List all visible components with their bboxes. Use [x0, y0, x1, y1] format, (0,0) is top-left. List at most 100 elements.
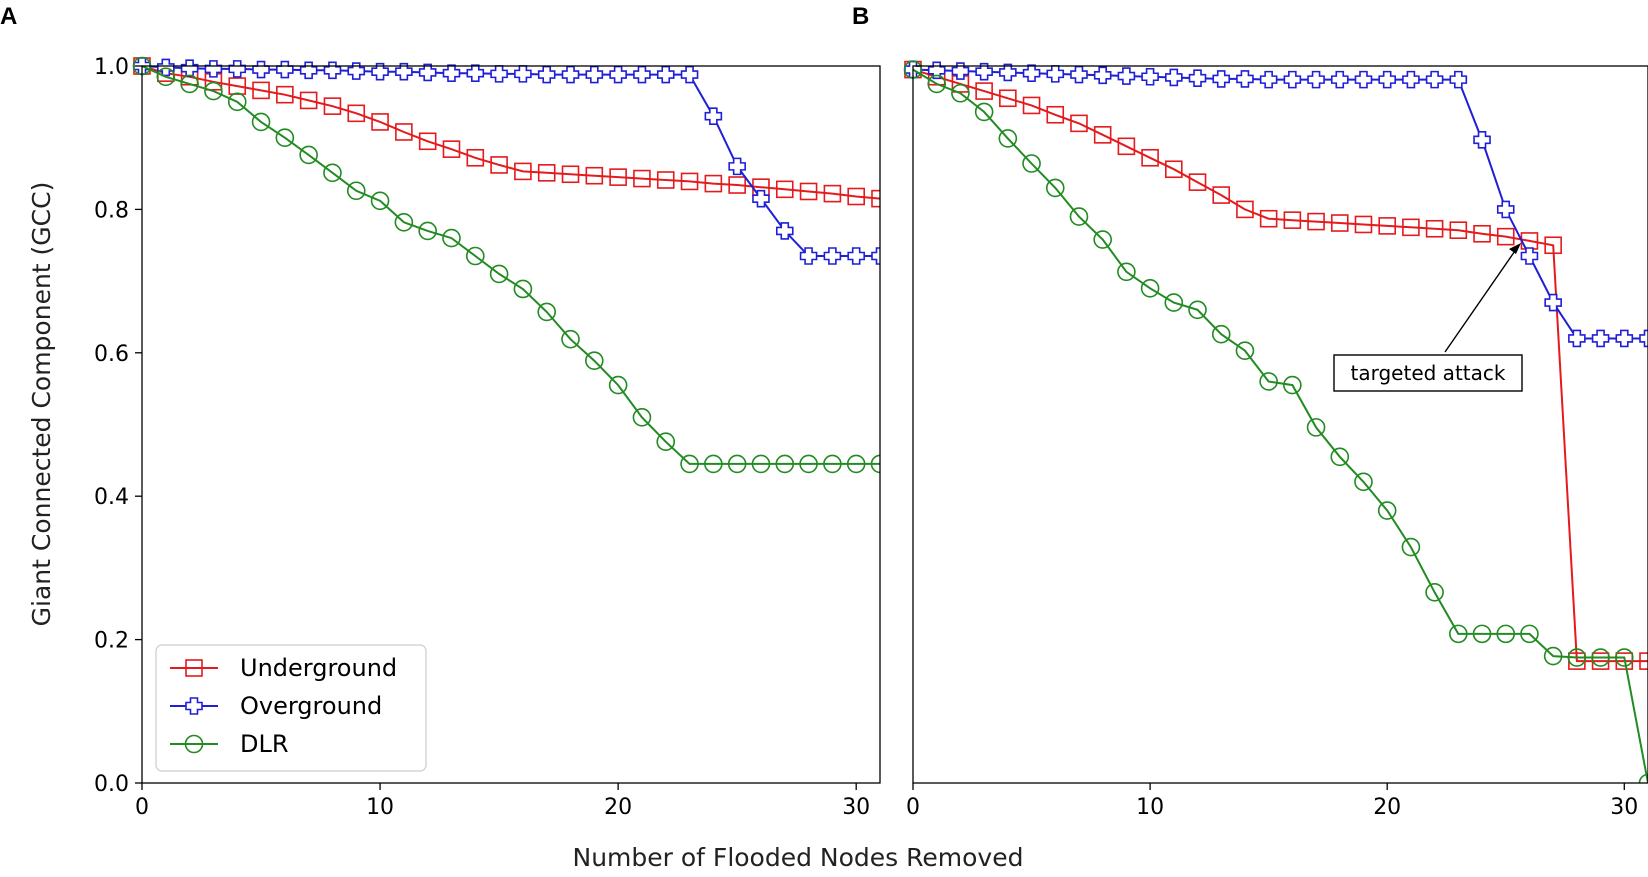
panel-b-overground-point — [1520, 247, 1539, 265]
panel-b-dlr-point — [1543, 646, 1563, 666]
panel-b-dlr-point — [1425, 582, 1444, 602]
panel-b-overground-point — [927, 61, 946, 80]
panel-b-series-group — [903, 60, 1648, 783]
panel-a-dlr-point — [227, 92, 247, 112]
panel-a-underground-point — [680, 172, 699, 191]
panel-a-dlr-point — [632, 408, 652, 427]
panel-b-underground-point — [1046, 105, 1065, 124]
panel-b-overground-point — [1496, 200, 1515, 219]
panel-a-dlr-point — [680, 454, 699, 474]
panel-a-x-tick-label: 10 — [366, 795, 394, 820]
panel-b-underground-point — [1283, 211, 1302, 229]
annotation-box — [1333, 354, 1523, 392]
panel-b-dlr-point — [1211, 324, 1231, 344]
panel-a-overground-point — [656, 65, 675, 84]
panel-b-dlr-point — [1140, 278, 1160, 298]
panel-b-underground-point — [1259, 209, 1278, 228]
panel-a-overground-point — [704, 107, 723, 125]
panel-b-dlr-point — [1069, 207, 1089, 226]
panel-a-dlr-point — [156, 67, 176, 87]
panel-b-dlr-point — [998, 129, 1018, 148]
panel-b-dlr-point — [1259, 372, 1278, 391]
panel-a-dlr-point — [823, 454, 842, 474]
panel-a-overground-point — [680, 65, 699, 84]
panel-a-dlr-point — [846, 454, 866, 474]
panel-a-dlr-point — [513, 279, 533, 299]
panel-b-underground-point — [1496, 227, 1515, 246]
panel-a-series-group — [132, 56, 880, 474]
panel-b-dlr-point — [1614, 648, 1634, 667]
panel-a-x-tick-label: 20 — [604, 795, 632, 820]
panel-a-underground-point — [585, 166, 604, 185]
panel-b-label: B — [852, 3, 869, 30]
panel-b-x-tick-label: 30 — [1610, 795, 1638, 820]
panel-b-underground-point — [1473, 224, 1491, 243]
panel-a-overground-point — [775, 222, 794, 240]
panel-a-dlr-point — [775, 454, 795, 474]
panel-a-label: A — [0, 3, 17, 30]
panel-b-x-tick-label: 10 — [1136, 795, 1164, 820]
panel-b-dlr-point — [1235, 341, 1255, 360]
panel-b-dlr-point — [927, 74, 947, 94]
panel-a-dlr-point — [180, 74, 199, 94]
panel-a-overground-point — [371, 62, 389, 81]
panel-b-dlr-point — [1401, 537, 1421, 557]
annotation-arrow-line — [1444, 247, 1518, 353]
panel-b-overground-point — [1188, 69, 1207, 87]
panel-a-underground-point — [442, 140, 461, 158]
panel-a-underground-point — [299, 91, 318, 110]
panel-b-frame — [912, 65, 1648, 784]
panel-a-dlr-point — [323, 163, 342, 183]
panel-a-overground-point — [823, 247, 842, 265]
y-axis-label: Giant Connected Component (GCC) — [27, 182, 56, 627]
panel-b-underground-point — [1402, 218, 1420, 237]
panel-a-dlr-point — [751, 454, 771, 474]
panel-a-dlr-point — [870, 454, 880, 474]
panel-b-underground-point — [1236, 200, 1254, 219]
panel-b-dlr-point — [1117, 262, 1136, 282]
panel-b-underground-point — [1378, 217, 1396, 235]
panel-a-overground-point — [728, 157, 746, 176]
panel-a-dlr-line — [141, 65, 880, 465]
panel-a-underground-point — [823, 184, 842, 203]
panel-b-dlr-point — [1022, 154, 1041, 173]
legend-label-overground: Overground — [240, 692, 382, 720]
x-axis-label: Number of Flooded Nodes Removed — [573, 843, 1024, 872]
panel-b-dlr-point — [1377, 501, 1397, 520]
panel-a-underground-point — [371, 113, 389, 131]
panel-b-overground-point — [1615, 329, 1634, 348]
panel-a-overground-point — [847, 247, 865, 265]
panel-b-underground-point — [1544, 236, 1562, 255]
panel-b-overground-point — [1236, 70, 1254, 88]
panel-b-overground-point — [1141, 67, 1159, 86]
panel-a-underground-point — [347, 104, 366, 123]
panel-b-overground-point — [1591, 329, 1610, 348]
panel-a-overground-point — [871, 247, 880, 265]
panel-a-dlr-point — [442, 228, 461, 248]
panel-b-dlr-point — [1567, 648, 1587, 667]
panel-a-y-tick-label: 1.0 — [94, 55, 129, 80]
panel-b-dlr-point — [1306, 418, 1326, 437]
panel-a-overground-point — [466, 64, 485, 82]
panel-b-overground-point — [1449, 70, 1468, 89]
panel-a-underground-point — [323, 97, 342, 115]
panel-b-underground-point — [999, 89, 1017, 108]
panel-a-underground-point — [847, 187, 865, 206]
panel-b-underground-point — [1022, 96, 1041, 115]
legend-marker-circle — [184, 734, 204, 754]
panel-b-underground-point — [1307, 212, 1325, 231]
panel-a-underground-point — [775, 180, 794, 199]
panel-b-underground-point — [1070, 114, 1088, 133]
panel-a-underground-point — [704, 174, 723, 193]
panel-a-overground-point — [418, 63, 437, 82]
panel-b-dlr-point — [974, 102, 994, 122]
panel-a-overground-point — [180, 59, 199, 77]
panel-a-dlr-point — [537, 302, 557, 322]
panel-b-overground-point — [1544, 293, 1562, 312]
panel-a-underground-point — [537, 164, 556, 182]
panel-b-dlr-point — [1093, 230, 1112, 249]
panel-a-underground-point — [252, 81, 270, 100]
panel-a-overground-point — [252, 60, 270, 79]
legend-box — [155, 644, 427, 772]
